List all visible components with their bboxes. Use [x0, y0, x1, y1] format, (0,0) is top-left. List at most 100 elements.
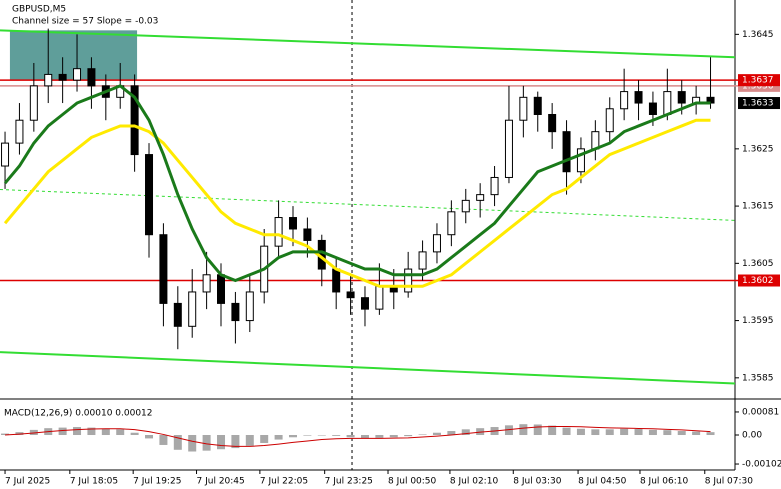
candle-body	[360, 297, 369, 310]
candle-body	[375, 285, 384, 310]
macd-bar	[202, 435, 211, 451]
current-price-label: 1.3633	[742, 99, 774, 109]
candle-body	[245, 291, 254, 322]
x-tick-label: 7 Jul 20:45	[197, 477, 245, 487]
candle-body	[274, 217, 283, 247]
candle-body	[73, 68, 82, 81]
macd-bar	[332, 435, 341, 436]
candle-body	[130, 85, 139, 156]
chart-title: GBPUSD,M5	[12, 5, 66, 15]
macd-bar	[260, 435, 269, 443]
macd-bar	[130, 432, 139, 436]
level-label: 1.3637	[742, 76, 774, 86]
candle-body	[605, 108, 614, 133]
candle-body	[217, 274, 226, 304]
macd-bar	[447, 431, 456, 436]
level-label-box	[738, 274, 780, 287]
candle-body	[159, 234, 168, 304]
y-tick-label: 1.3605	[742, 259, 774, 269]
macd-bar	[620, 428, 629, 436]
candle-body	[677, 91, 686, 104]
x-tick-label: 7 Jul 23:25	[325, 477, 373, 487]
macd-bar	[231, 435, 240, 449]
macd-bar	[274, 435, 283, 440]
macd-bar	[346, 435, 355, 438]
macd-bar	[29, 429, 38, 436]
macd-bar	[245, 435, 254, 446]
macd-bar	[1, 433, 10, 436]
moving-average	[3, 84, 711, 283]
macd-bar	[461, 429, 470, 436]
macd-bar	[504, 425, 513, 436]
candle-body	[476, 194, 485, 201]
macd-bar	[591, 429, 600, 436]
candle-body	[288, 217, 297, 230]
macd-bar	[389, 435, 398, 438]
x-tick-label: 8 Jul 02:10	[450, 477, 499, 487]
candle-body	[461, 199, 470, 213]
candle-body	[145, 154, 154, 236]
y-tick-label: 1.3595	[742, 316, 774, 326]
candle-body	[173, 302, 182, 327]
macd-bar	[15, 432, 24, 436]
macd-bar	[418, 434, 427, 436]
candle-body	[29, 85, 38, 121]
chart-subtitle: Channel size = 57 Slope = -0.03	[12, 17, 158, 27]
signal-line	[5, 425, 711, 447]
candle-body	[346, 291, 355, 299]
macd-bar	[360, 435, 369, 439]
y-tick-label: 1.3615	[742, 202, 774, 212]
x-tick-label: 7 Jul 18:05	[70, 477, 118, 487]
macd-bar	[648, 429, 657, 436]
candle-body	[648, 102, 657, 115]
macd-bar	[533, 424, 542, 436]
macd-bar	[288, 435, 297, 438]
macd-title: MACD(12,26,9) 0.00010 0.00012	[4, 409, 153, 419]
macd-bar	[101, 428, 110, 436]
candle-body	[576, 148, 585, 173]
candle-body	[562, 131, 571, 173]
x-tick-label: 8 Jul 03:30	[513, 477, 562, 487]
candle-body	[548, 113, 557, 133]
macd-bar	[317, 435, 326, 436]
candle-body	[533, 96, 542, 115]
macd-bar	[605, 429, 614, 436]
y-tick-label: 1.3585	[742, 373, 774, 383]
macd-bar	[404, 435, 413, 437]
macd-bar	[432, 432, 441, 436]
x-tick-label: 7 Jul 22:05	[260, 477, 308, 487]
level-label: 1.3602	[742, 276, 774, 286]
y-tick-label: 1.3625	[742, 144, 774, 154]
x-tick-label: 8 Jul 07:30	[705, 477, 754, 487]
x-tick-label: 7 Jul 2025	[5, 477, 50, 487]
macd-bar	[706, 432, 715, 436]
macd-bar	[58, 427, 67, 436]
macd-bar	[562, 427, 571, 436]
macd-bar	[145, 435, 154, 439]
moving-average	[3, 118, 711, 288]
macd-bar	[519, 424, 528, 436]
candle-body	[332, 268, 341, 293]
macd-bar	[188, 435, 197, 452]
y-tick-label: -0.00102	[742, 460, 781, 470]
macd-bar	[548, 425, 557, 436]
macd-bar	[634, 429, 643, 436]
x-tick-label: 8 Jul 04:50	[578, 477, 627, 487]
macd-bar	[173, 435, 182, 450]
candle-body	[58, 73, 67, 81]
candle-body	[432, 234, 441, 253]
macd-bar	[375, 435, 384, 438]
macd-bar	[159, 435, 168, 445]
x-tick-label: 8 Jul 06:10	[640, 477, 689, 487]
candle-body	[87, 68, 96, 87]
candle-body	[188, 291, 197, 327]
level-label: 1.3636	[742, 81, 774, 91]
candle-body	[634, 91, 643, 104]
x-tick-label: 7 Jul 19:25	[133, 477, 181, 487]
candle-body	[447, 211, 456, 236]
macd-bar	[87, 427, 96, 436]
candle-body	[231, 302, 240, 322]
macd-bar	[677, 431, 686, 436]
